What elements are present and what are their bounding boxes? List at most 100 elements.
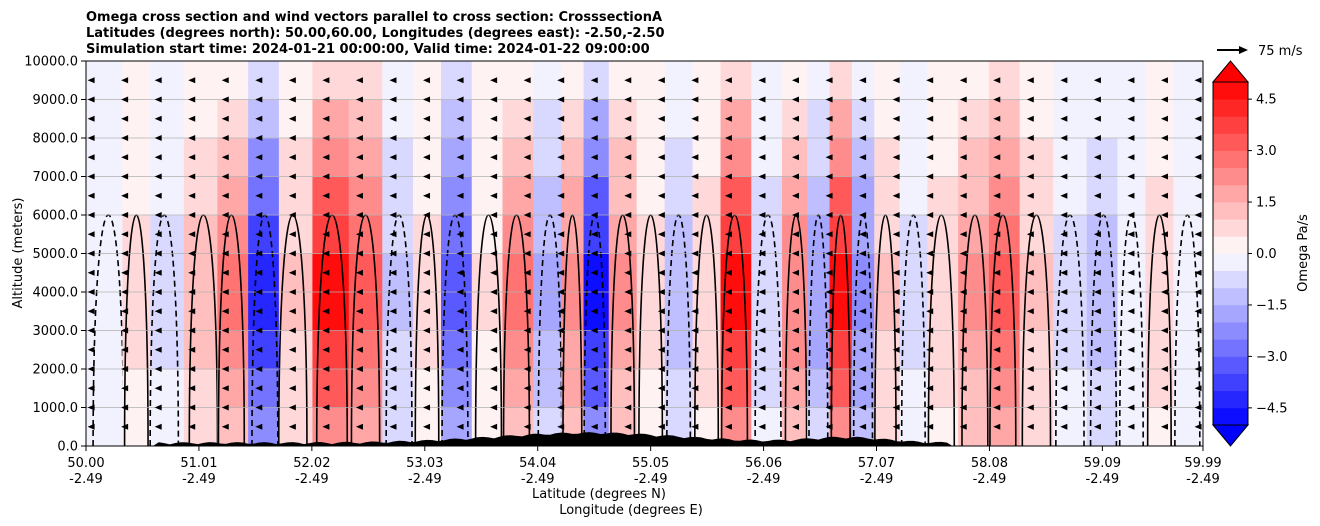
wind-arrow-icon (1127, 77, 1135, 84)
wind-arrow-icon (892, 308, 900, 315)
wind-arrow-icon (389, 115, 397, 122)
omega-cell (561, 61, 585, 100)
wind-arrow-icon (423, 77, 431, 84)
wind-arrow-icon (288, 96, 296, 103)
wind-arrow-icon (758, 327, 766, 334)
wind-arrow-icon (1093, 192, 1101, 199)
wind-arrow-icon (724, 231, 732, 238)
wind-arrow-icon (892, 346, 900, 353)
wind-arrow-icon (792, 366, 800, 372)
wind-arrow-icon (792, 115, 800, 122)
wind-arrow-icon (523, 192, 531, 199)
wind-arrow-icon (389, 96, 397, 103)
wind-arrow-icon (1060, 135, 1068, 141)
wind-arrow-icon (1026, 366, 1034, 372)
wind-arrow-icon (959, 346, 967, 353)
wind-arrow-icon (1194, 289, 1202, 295)
wind-arrow-icon (959, 308, 967, 315)
wind-arrow-icon (825, 96, 833, 103)
x-tick-label-lon: -2.49 (1086, 472, 1120, 487)
colorbar-segment (1213, 116, 1248, 134)
omega-cell (988, 99, 1021, 139)
omega-cell (312, 407, 350, 446)
wind-arrow-icon (288, 423, 296, 430)
wind-arrow-icon (892, 77, 900, 84)
wind-arrow-icon (859, 385, 867, 392)
omega-cell (217, 176, 249, 216)
wind-arrow-icon (1026, 269, 1034, 276)
wind-arrow-icon (490, 231, 498, 238)
omega-cell (1019, 369, 1054, 408)
omega-cell (1086, 369, 1118, 408)
omega-cell (751, 292, 783, 331)
wind-arrow-icon (389, 423, 397, 430)
wind-arrow-icon (892, 154, 900, 161)
wind-arrow-icon (859, 115, 867, 122)
wind-arrow-icon (523, 115, 531, 122)
omega-cell (533, 292, 562, 331)
wind-arrow-icon (1160, 96, 1168, 103)
wind-arrow-icon (825, 115, 833, 122)
omega-cell (561, 99, 585, 139)
omega-cell (278, 369, 313, 408)
omega-cell (441, 215, 473, 254)
wind-arrow-icon (322, 385, 330, 392)
wind-arrow-icon (557, 404, 565, 411)
omega-cell (441, 176, 473, 216)
wind-arrow-icon (1060, 289, 1068, 295)
wind-arrow-icon (121, 366, 129, 372)
colorbar-tick-label: 1.5 (1256, 196, 1277, 211)
wind-arrow-icon (355, 96, 363, 103)
colorbar-segment (1213, 167, 1248, 186)
wind-arrow-icon (1093, 289, 1101, 295)
wind-arrow-icon (657, 77, 665, 84)
y-tick-label: 9000.0 (33, 93, 79, 108)
wind-arrow-icon (221, 423, 229, 430)
wind-arrow-icon (355, 135, 363, 141)
wind-arrow-icon (1160, 231, 1168, 238)
colorbar-segment (1213, 339, 1248, 357)
wind-arrow-icon (758, 423, 766, 430)
wind-arrow-icon (892, 115, 900, 122)
wind-arrow-icon (456, 231, 464, 238)
wind-arrow-icon (490, 366, 498, 372)
omega-cell (441, 61, 473, 100)
colorbar-segment (1213, 184, 1248, 203)
x-tick-label-lon: -2.49 (408, 472, 442, 487)
wind-arrow-icon (590, 154, 598, 161)
omega-cell (1053, 253, 1088, 293)
wind-arrow-icon (825, 250, 833, 257)
wind-arrow-icon (1026, 385, 1034, 392)
wind-arrow-icon (121, 77, 129, 84)
wind-arrow-icon (490, 289, 498, 295)
wind-arrow-icon (288, 327, 296, 334)
omega-cell (248, 369, 280, 408)
wind-arrow-icon (1127, 269, 1135, 276)
omega-cell (1145, 330, 1174, 370)
omega-cell (471, 99, 503, 139)
wind-arrow-icon (825, 423, 833, 430)
wind-arrow-icon (1093, 96, 1101, 103)
wind-arrow-icon (724, 77, 732, 84)
wind-arrow-icon (1127, 289, 1135, 295)
wind-arrow-icon (624, 96, 632, 103)
omega-cell (807, 176, 831, 216)
wind-arrow-icon (322, 269, 330, 276)
wind-arrow-icon (355, 289, 363, 295)
omega-cell (278, 292, 313, 331)
wind-arrow-icon (1160, 192, 1168, 199)
omega-cell (348, 253, 383, 293)
wind-arrow-icon (87, 366, 95, 372)
wind-arrow-icon (288, 308, 296, 315)
omega-cell (382, 138, 414, 177)
wind-arrow-icon (188, 173, 196, 180)
wind-arrow-icon (892, 289, 900, 295)
wind-arrow-icon (1127, 308, 1135, 315)
wind-arrow-icon (926, 385, 934, 392)
wind-arrow-icon (926, 404, 934, 411)
omega-cell (278, 138, 313, 177)
colorbar-segment (1213, 150, 1248, 169)
wind-arrow-icon (322, 212, 330, 218)
wind-arrow-icon (959, 327, 967, 334)
wind-arrow-icon (322, 308, 330, 315)
